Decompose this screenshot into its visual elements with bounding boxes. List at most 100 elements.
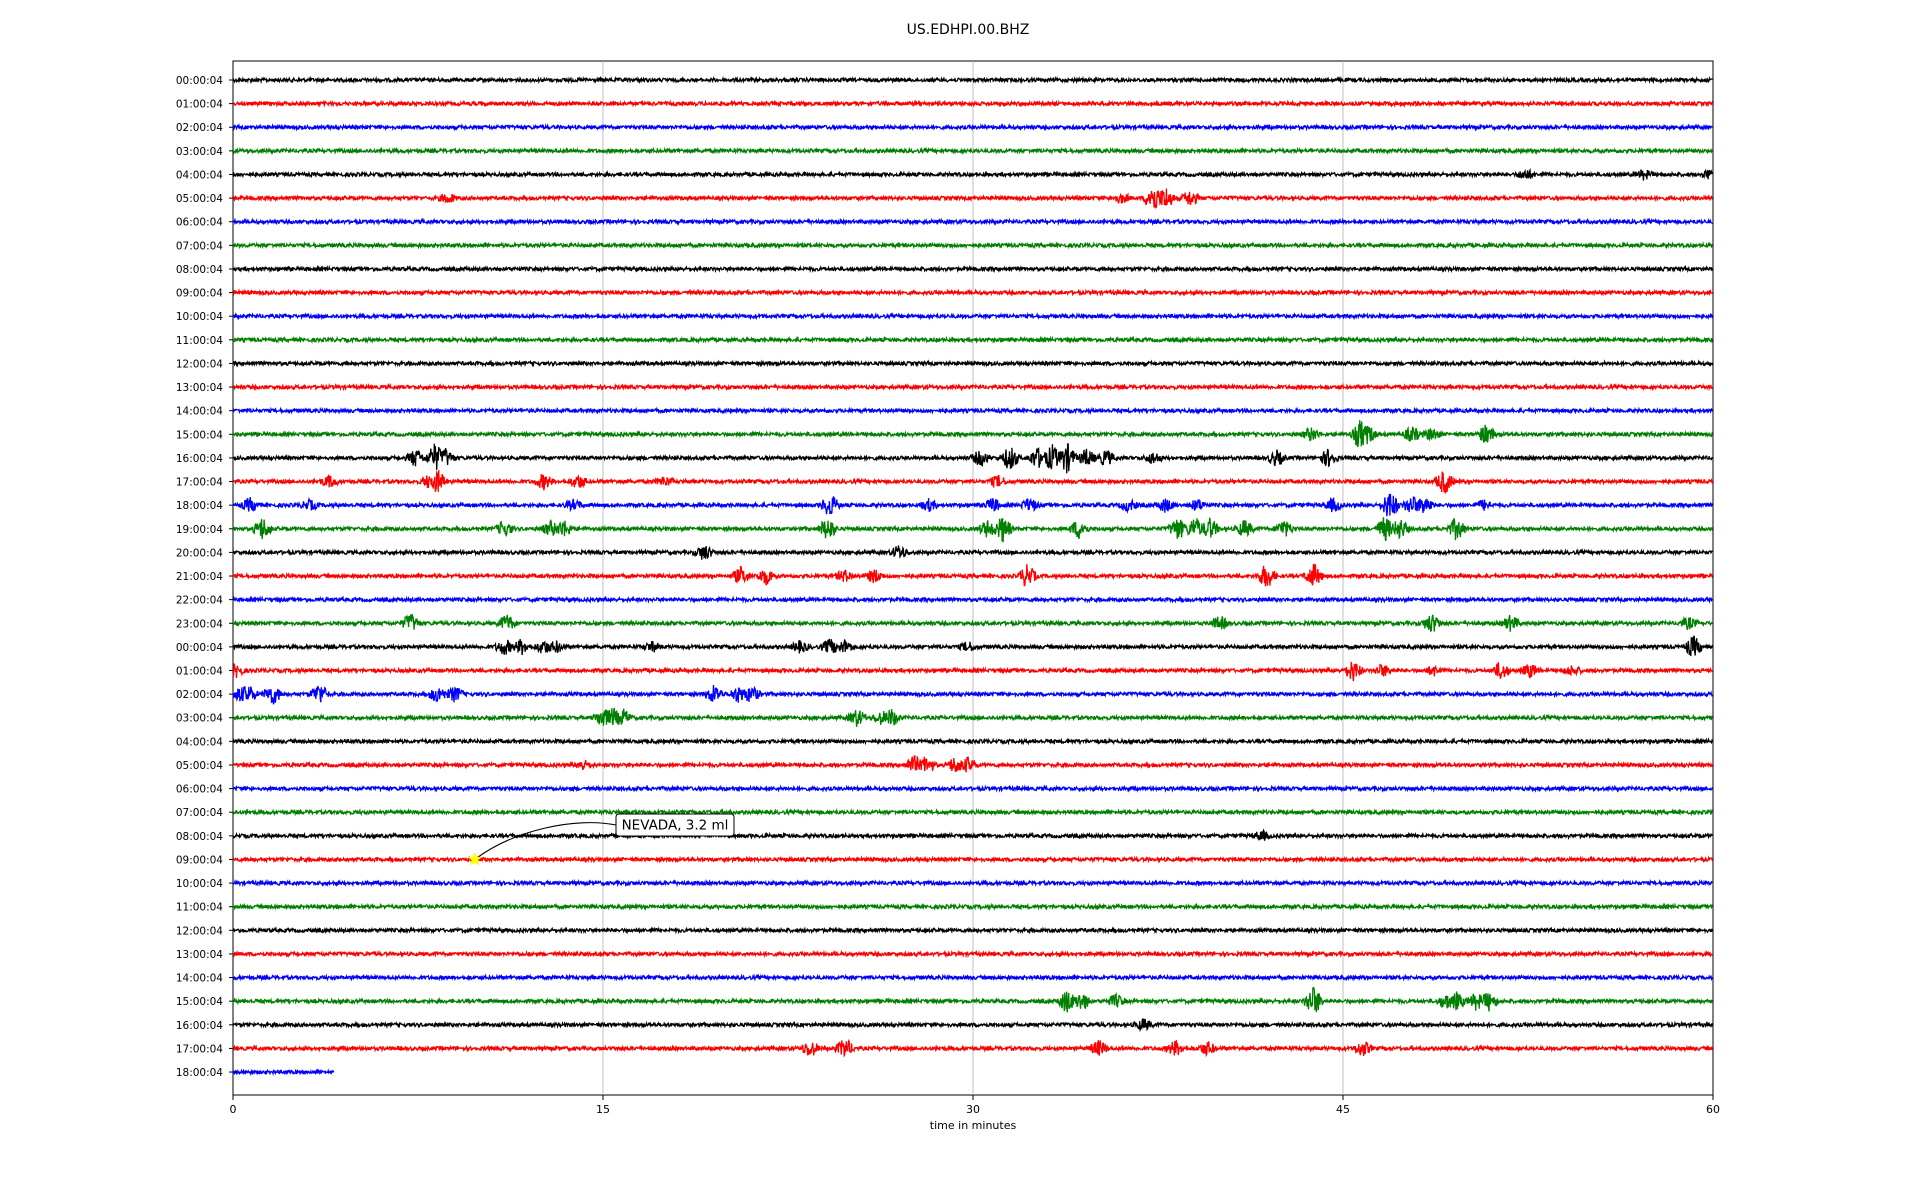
seismic-trace <box>232 359 1714 368</box>
row-time-label: 11:00:04 <box>176 902 223 914</box>
row-time-label: 14:00:04 <box>176 406 223 418</box>
x-tick-label: 30 <box>966 1103 980 1116</box>
seismic-trace <box>232 661 1713 682</box>
seismic-trace <box>232 1039 1714 1058</box>
x-tick-label: 60 <box>1706 1103 1720 1116</box>
seismic-trace <box>232 470 1714 494</box>
row-time-label: 11:00:04 <box>176 335 223 347</box>
seismic-trace <box>232 517 1714 543</box>
row-time-label: 07:00:04 <box>176 807 223 819</box>
row-time-label: 05:00:04 <box>176 760 223 772</box>
row-time-label: 02:00:04 <box>176 689 223 701</box>
seismic-trace <box>232 1068 335 1077</box>
row-time-label: 13:00:04 <box>176 949 223 961</box>
row-time-label: 16:00:04 <box>176 1020 223 1032</box>
row-time-label: 01:00:04 <box>176 99 223 111</box>
row-time-label: 07:00:04 <box>176 240 223 252</box>
x-axis-ticks: 0 15 30 45 60 <box>230 1095 1720 1116</box>
row-time-label: 03:00:04 <box>176 713 223 725</box>
row-time-label: 14:00:04 <box>176 973 223 985</box>
seismic-trace <box>232 493 1713 517</box>
seismic-trace <box>232 167 1714 181</box>
x-tick-label: 15 <box>596 1103 610 1116</box>
row-time-label: 06:00:04 <box>176 784 223 796</box>
seismic-trace <box>233 217 1713 227</box>
chart-title: US.EDHPI.00.BHZ <box>907 22 1030 38</box>
row-time-label: 09:00:04 <box>176 854 223 866</box>
row-time-label: 13:00:04 <box>176 382 223 394</box>
seismic-trace <box>232 122 1713 132</box>
row-time-label: 00:00:04 <box>176 642 223 654</box>
seismic-trace <box>232 99 1714 108</box>
row-time-label: 03:00:04 <box>176 146 223 158</box>
y-tick-labels: 00:00:04 01:00:04 02:00:04 03:00:04 04:00:04… <box>176 75 233 1079</box>
row-time-label: 04:00:04 <box>176 169 223 181</box>
row-time-label: 19:00:04 <box>176 524 223 536</box>
seismic-trace <box>232 949 1713 959</box>
event-annotation: NEVADA, 3.2 ml <box>467 813 735 866</box>
seismic-trace <box>232 563 1714 587</box>
row-time-label: 17:00:04 <box>176 477 223 489</box>
seismic-trace <box>232 828 1714 841</box>
seismic-trace <box>232 986 1714 1013</box>
row-time-label: 09:00:04 <box>176 288 223 300</box>
seismic-trace <box>232 545 1713 560</box>
seismic-trace <box>232 75 1713 85</box>
seismic-trace <box>232 264 1714 274</box>
x-axis-label: time in minutes <box>930 1119 1017 1132</box>
row-time-label: 08:00:04 <box>176 831 223 843</box>
seismic-trace <box>232 420 1713 448</box>
row-time-label: 17:00:04 <box>176 1043 223 1055</box>
seismic-trace <box>232 902 1713 912</box>
seismic-trace <box>232 288 1714 297</box>
seismic-traces <box>232 75 1714 1077</box>
row-time-label: 12:00:04 <box>176 358 223 370</box>
row-time-label: 16:00:04 <box>176 453 223 465</box>
seismic-trace <box>232 635 1714 657</box>
seismic-trace <box>232 595 1713 604</box>
seismic-trace <box>232 614 1713 633</box>
seismic-trace <box>232 707 1714 727</box>
row-time-label: 08:00:04 <box>176 264 223 276</box>
row-time-label: 06:00:04 <box>176 217 223 229</box>
seismic-trace <box>232 737 1713 746</box>
row-time-label: 23:00:04 <box>176 618 223 630</box>
seismic-trace <box>232 146 1714 156</box>
x-tick-label: 0 <box>230 1103 237 1116</box>
x-tick-label: 45 <box>1336 1103 1350 1116</box>
row-time-label: 18:00:04 <box>176 1067 223 1079</box>
row-time-label: 15:00:04 <box>176 429 223 441</box>
row-time-label: 12:00:04 <box>176 925 223 937</box>
row-time-label: 01:00:04 <box>176 666 223 678</box>
seismic-trace <box>232 311 1714 321</box>
row-time-label: 21:00:04 <box>176 571 223 583</box>
seismic-trace <box>232 1018 1714 1033</box>
row-time-label: 22:00:04 <box>176 595 223 607</box>
seismic-trace <box>232 807 1714 817</box>
seismic-trace <box>232 188 1713 209</box>
seismic-trace <box>232 784 1714 793</box>
row-time-label: 04:00:04 <box>176 736 223 748</box>
row-time-label: 15:00:04 <box>176 996 223 1008</box>
seismic-trace <box>232 241 1714 250</box>
seismic-trace <box>232 684 1714 705</box>
seismic-trace <box>232 443 1713 474</box>
annotation-arrow <box>474 822 617 860</box>
seismic-trace <box>232 878 1713 888</box>
row-time-label: 02:00:04 <box>176 122 223 134</box>
event-star-icon <box>467 851 483 866</box>
seismic-trace <box>232 926 1713 935</box>
annotation-label: NEVADA, 3.2 ml <box>622 818 729 834</box>
row-time-label: 20:00:04 <box>176 547 223 559</box>
seismic-trace <box>232 406 1714 416</box>
seismic-trace <box>232 755 1714 773</box>
annotation-box <box>615 813 735 837</box>
row-time-label: 18:00:04 <box>176 500 223 512</box>
seismic-trace <box>232 855 1714 864</box>
row-time-label: 10:00:04 <box>176 878 223 890</box>
seismic-trace <box>232 382 1714 392</box>
row-time-label: 00:00:04 <box>176 75 223 87</box>
row-time-label: 05:00:04 <box>176 193 223 205</box>
seismic-trace <box>232 335 1714 345</box>
